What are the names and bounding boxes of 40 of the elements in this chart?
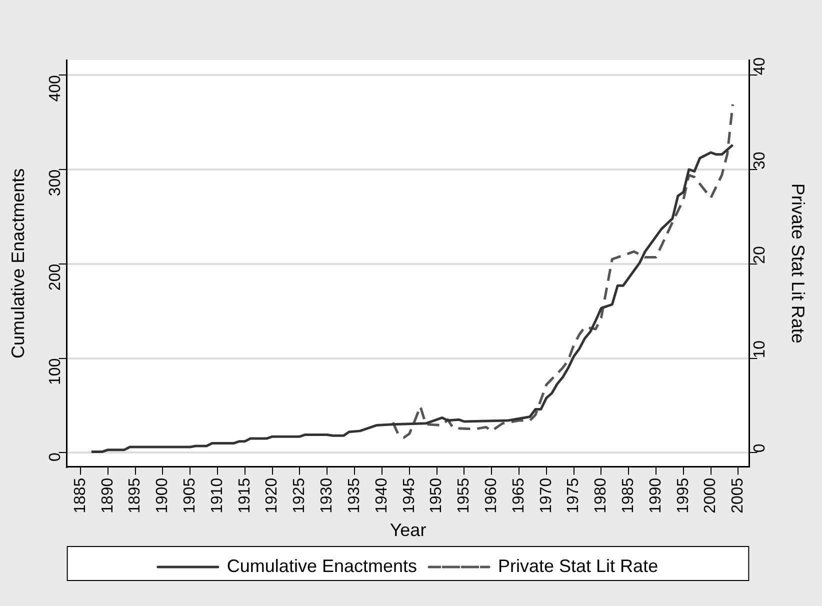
x-tick-label: 1980 [592, 478, 610, 514]
x-tick-label: 2005 [730, 478, 747, 514]
x-tick-label: 1915 [236, 478, 254, 514]
x-tick-label: 1950 [428, 478, 446, 514]
y2-tick-label: 30 [752, 152, 769, 170]
x-tick-label: 1900 [154, 478, 172, 514]
x-tick-label: 1960 [482, 478, 500, 514]
x-tick-label: 1975 [565, 478, 582, 514]
x-tick-label: 1955 [456, 478, 473, 514]
x-tick-label: 1935 [346, 478, 363, 514]
x-tick-label: 1945 [400, 478, 418, 514]
x-tick-label: 1895 [126, 478, 144, 514]
x-tick-label: 1965 [510, 478, 528, 514]
legend-label: Private Stat Lit Rate [498, 556, 658, 576]
x-tick-label: 1940 [373, 478, 390, 514]
x-tick-label: 1930 [318, 478, 336, 514]
y-tick-label: 100 [47, 358, 64, 385]
x-tick-label: 1885 [72, 478, 89, 514]
x-tick-label: 1925 [291, 478, 308, 514]
y-tick-label: 400 [47, 75, 64, 102]
x-axis-title: Year [390, 520, 426, 540]
y-axis-title: Cumulative Enactments [8, 168, 28, 358]
x-tick-label: 1890 [99, 478, 116, 514]
x-tick-label: 1985 [620, 478, 638, 514]
y2-tick-label: 0 [752, 444, 769, 453]
y2-tick-label: 10 [752, 340, 769, 358]
legend-label: Cumulative Enactments [226, 556, 418, 576]
x-tick-label: 1990 [647, 478, 664, 514]
y-tick-label: 300 [47, 169, 64, 196]
x-tick-label: 1910 [208, 478, 226, 514]
x-tick-label: 2000 [702, 478, 720, 514]
x-tick-label: 1905 [182, 478, 199, 514]
x-tick-label: 1995 [674, 478, 692, 514]
y2-tick-label: 40 [752, 57, 769, 76]
y2-tick-label: 20 [752, 246, 769, 264]
x-tick-label: 1970 [538, 478, 555, 514]
y-tick-label: 0 [47, 452, 64, 462]
y2-axis-title: Private Stat Lit Rate [788, 183, 808, 344]
x-tick-label: 1920 [264, 478, 281, 514]
y-tick-label: 200 [47, 264, 64, 291]
